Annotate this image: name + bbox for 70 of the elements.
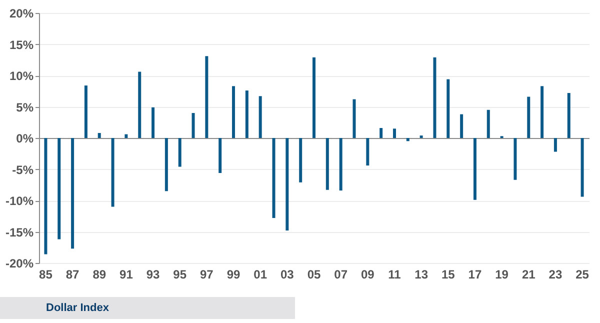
bar xyxy=(286,138,289,230)
bar xyxy=(486,110,490,138)
bar xyxy=(98,133,101,138)
bar xyxy=(567,93,570,138)
y-tick-label: 20% xyxy=(9,6,34,20)
bar xyxy=(84,86,88,138)
bar xyxy=(232,86,236,138)
bar xyxy=(178,138,182,167)
y-tick-label: 0% xyxy=(16,132,34,146)
bar xyxy=(124,134,128,138)
x-tick-label: 01 xyxy=(254,268,268,282)
bar xyxy=(192,113,195,138)
x-tick-label: 05 xyxy=(307,268,321,282)
bar xyxy=(366,138,370,166)
bar xyxy=(433,57,436,138)
bar xyxy=(44,138,48,254)
y-tick-label: -10% xyxy=(5,194,34,208)
y-tick-label: -5% xyxy=(12,162,34,177)
bar xyxy=(164,138,168,192)
bar xyxy=(380,128,383,138)
bar xyxy=(406,138,410,142)
bar xyxy=(339,138,342,190)
bar xyxy=(152,107,155,138)
bar xyxy=(460,114,464,138)
x-tick-label: 07 xyxy=(334,268,348,282)
bar xyxy=(258,96,262,138)
x-tick-label: 99 xyxy=(226,268,241,282)
bar xyxy=(527,96,530,138)
y-tick-label: -20% xyxy=(5,256,34,270)
y-tick-label: 15% xyxy=(9,38,34,52)
bar xyxy=(58,138,61,240)
x-tick-label: 21 xyxy=(522,268,536,282)
x-tick-label: 97 xyxy=(200,268,214,282)
bar xyxy=(554,138,557,152)
x-tick-label: 03 xyxy=(280,268,294,282)
bar xyxy=(299,138,302,182)
bar xyxy=(473,138,476,200)
bar xyxy=(312,57,316,138)
text: Dollar Index xyxy=(0,297,295,319)
x-tick-label: 11 xyxy=(388,268,402,282)
x-tick-label: 87 xyxy=(66,268,80,282)
x-tick-label: 93 xyxy=(146,268,160,282)
bar xyxy=(392,128,396,138)
x-tick-label: 09 xyxy=(360,268,375,282)
bar xyxy=(446,79,450,138)
bar xyxy=(540,86,544,138)
y-tick-label: 10% xyxy=(9,69,34,83)
bar xyxy=(272,138,276,218)
x-tick-label: 17 xyxy=(468,268,482,282)
x-tick-label: 91 xyxy=(120,268,134,282)
bar xyxy=(138,72,142,138)
bar xyxy=(514,138,517,180)
x-tick-label: 23 xyxy=(548,268,562,282)
bar xyxy=(218,138,222,173)
bar xyxy=(580,138,584,197)
x-tick-label: 15 xyxy=(441,268,456,282)
bar xyxy=(352,99,356,138)
x-tick-label: 89 xyxy=(92,268,106,282)
x-tick-label: 13 xyxy=(414,268,428,282)
x-tick-label: 85 xyxy=(39,268,53,282)
x-tick-label: 95 xyxy=(173,268,187,282)
x-tick-label: 19 xyxy=(495,268,509,282)
x-tick-label: 25 xyxy=(576,268,590,282)
bar xyxy=(71,138,74,249)
y-tick-label: -15% xyxy=(5,225,34,240)
y-tick-label: 5% xyxy=(16,100,34,114)
bar xyxy=(245,90,248,138)
bar xyxy=(326,138,329,190)
bar xyxy=(205,56,208,138)
bar xyxy=(111,138,114,207)
